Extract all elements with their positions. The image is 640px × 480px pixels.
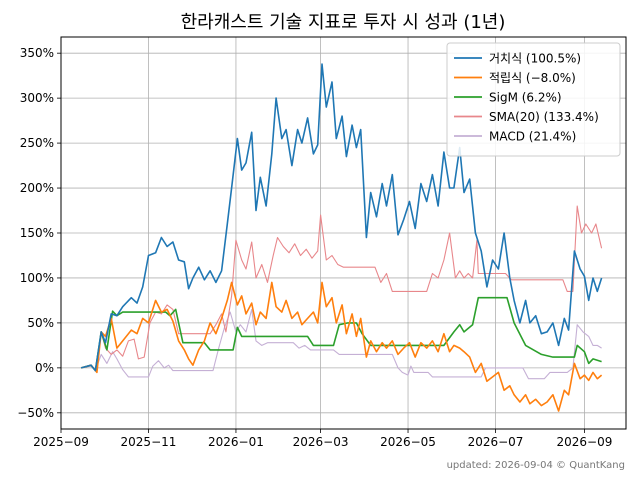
x-tick-label: 2026−01 xyxy=(208,435,264,449)
x-tick-label: 2026−09 xyxy=(556,435,612,449)
series-line-1 xyxy=(80,281,603,412)
x-tick-label: 2026−07 xyxy=(468,435,524,449)
series-line-0 xyxy=(80,63,603,372)
x-tick-label: 2025−11 xyxy=(121,435,177,449)
footer-note: updated: 2026-09-04 © QuantKang xyxy=(447,460,625,471)
series-line-2 xyxy=(80,296,602,372)
legend: 거치식 (100.5%) 적립식 (−8.0%) SigM (6.2%) SMA(20… xyxy=(446,42,621,157)
legend-label: 거치식 (100.5%) xyxy=(489,52,581,66)
y-tick-label: 350% xyxy=(20,46,54,60)
legend-label: 적립식 (−8.0%) xyxy=(489,71,576,85)
series-line-3 xyxy=(80,205,603,372)
y-tick-label: 200% xyxy=(20,181,54,195)
legend-box xyxy=(446,42,621,157)
y-tick-label: 0% xyxy=(35,361,54,375)
y-tick-label: 300% xyxy=(20,91,54,105)
y-tick-label: 250% xyxy=(20,136,54,150)
y-tick-label: 100% xyxy=(20,271,54,285)
y-tick-label: 150% xyxy=(20,226,54,240)
legend-label: SMA(20) (133.4%) xyxy=(489,110,599,124)
x-tick-label: 2026−05 xyxy=(380,435,436,449)
chart-title: 한라캐스트 기술 지표로 투자 시 성과 (1년) xyxy=(181,12,506,33)
legend-label: MACD (21.4%) xyxy=(489,130,576,144)
x-axis: 2025−09 2025−11 2026−01 2026−03 2026−05 2026−… xyxy=(33,429,612,449)
y-axis: −50% 0% 50% 100% 150% 200% 250% 300% 350% xyxy=(17,46,61,420)
series-line-4 xyxy=(81,308,602,380)
y-tick-label: −50% xyxy=(17,406,54,420)
x-tick-label: 2026−03 xyxy=(293,435,349,449)
legend-label: SigM (6.2%) xyxy=(489,91,562,105)
y-tick-label: 50% xyxy=(27,316,54,330)
series-lines xyxy=(80,63,603,412)
x-tick-label: 2025−09 xyxy=(33,435,89,449)
